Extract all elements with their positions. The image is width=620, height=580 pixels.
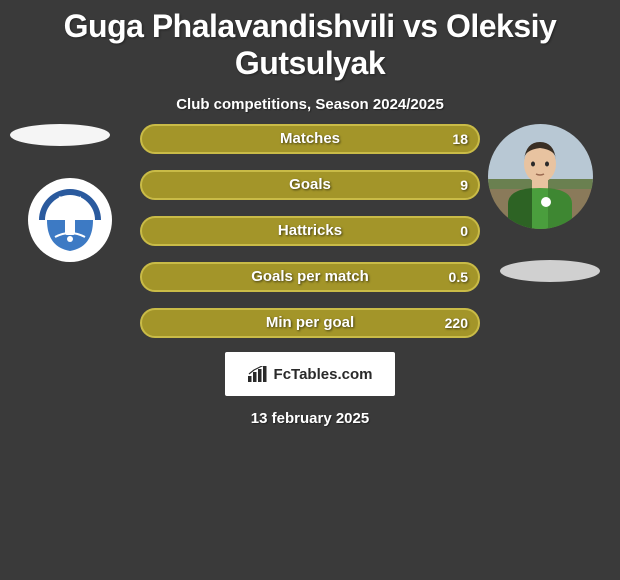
subtitle: Club competitions, Season 2024/2025 [0,96,620,113]
player-right-club-placeholder [500,260,600,282]
brand-badge: FcTables.com [225,352,395,396]
stat-bar: Goals per match0.5 [140,262,480,292]
stat-bar: Min per goal220 [140,308,480,338]
date-text: 13 february 2025 [0,410,620,427]
brand-text: FcTables.com [274,366,373,383]
stat-bar-value: 9 [460,170,468,200]
stat-bar-label: Goals [140,170,480,200]
stat-bar-value: 0 [460,216,468,246]
stats-bar-list: Matches18 Goals9 Hattricks0 Goals per match… [140,124,480,354]
page-title: Guga Phalavandishvili vs Oleksiy Gutsuly… [0,0,620,82]
stat-bar-label: Matches [140,124,480,154]
stat-bar: Goals9 [140,170,480,200]
stat-bar-value: 220 [445,308,468,338]
player-left-club-logo: BATUMI [28,178,112,262]
stat-bar-label: Min per goal [140,308,480,338]
stat-bar: Matches18 [140,124,480,154]
stat-bar-label: Hattricks [140,216,480,246]
stat-bar-value: 0.5 [449,262,468,292]
brand-chart-icon [248,366,268,382]
player-right-photo [488,124,593,229]
svg-text:BATUMI: BATUMI [59,197,82,203]
club-badge-icon: BATUMI [35,185,105,255]
player-left-avatar-placeholder [10,124,110,146]
stat-bar-label: Goals per match [140,262,480,292]
stat-bar-value: 18 [452,124,468,154]
stat-bar: Hattricks0 [140,216,480,246]
infographic-root: Guga Phalavandishvili vs Oleksiy Gutsuly… [0,0,620,450]
